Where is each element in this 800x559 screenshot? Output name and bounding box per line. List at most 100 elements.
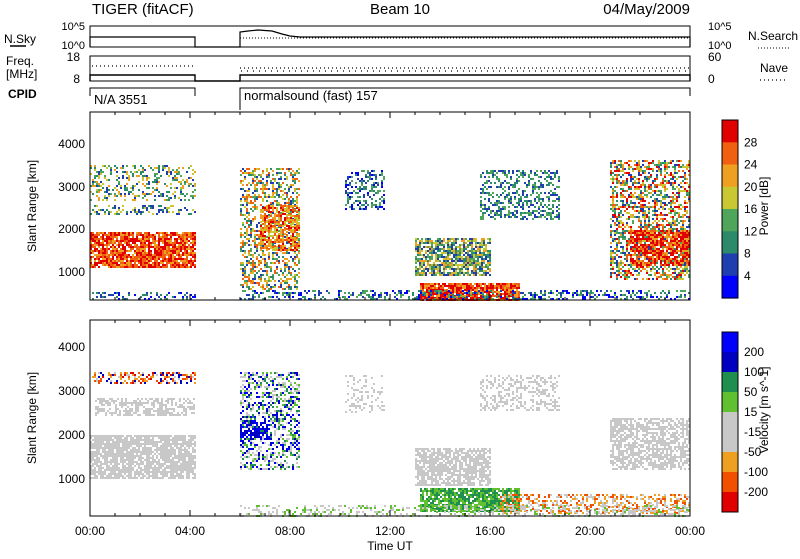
power-cell [292, 223, 294, 225]
power-cell [242, 196, 244, 198]
power-cell [126, 254, 128, 256]
power-cell [188, 236, 190, 238]
power-cell [152, 234, 154, 236]
power-cell [644, 236, 646, 238]
power-cell [284, 202, 286, 204]
power-cell [282, 256, 284, 258]
power-cell [182, 258, 184, 260]
power-cell [186, 242, 188, 244]
power-cell [262, 288, 264, 290]
power-cell [670, 184, 672, 186]
power-cell [638, 172, 640, 174]
power-cell [461, 248, 463, 250]
power-cell [638, 272, 640, 274]
power-cell [142, 264, 144, 266]
power-cell [104, 264, 106, 266]
power-cell [188, 240, 190, 242]
power-cell [94, 238, 96, 240]
power-cell [381, 184, 383, 186]
power-cell [417, 254, 419, 256]
power-cell [437, 240, 439, 242]
power-cell [256, 168, 258, 170]
power-cell [170, 250, 172, 252]
power-cell [634, 206, 636, 208]
power-cell [154, 199, 156, 201]
power-cell [260, 180, 262, 182]
power-cell [106, 262, 108, 264]
power-cell [124, 195, 126, 197]
power-cell [144, 242, 146, 244]
power-cell [140, 262, 142, 264]
power-cell [126, 213, 128, 215]
power-cell [612, 172, 614, 174]
power-cell [188, 266, 190, 268]
power-cell [658, 168, 660, 170]
power-cell [626, 276, 628, 278]
power-cell [510, 289, 512, 291]
power-cell [190, 242, 192, 244]
power-cell [479, 274, 481, 276]
power-cell [624, 180, 626, 182]
power-cell [298, 194, 300, 196]
power-cell [268, 188, 270, 190]
power-cell [140, 266, 142, 268]
power-cell [192, 173, 194, 175]
power-cell [244, 196, 246, 198]
power-cell [558, 204, 560, 206]
power-cell [532, 188, 534, 190]
power-cell [626, 254, 628, 256]
power-cell [634, 192, 636, 194]
power-cell [446, 295, 448, 297]
power-cell [122, 264, 124, 266]
power-cell [180, 264, 182, 266]
power-cell [672, 218, 674, 220]
power-cell [506, 174, 508, 176]
power-cell [168, 240, 170, 242]
power-cell [520, 212, 522, 214]
power-cell [132, 193, 134, 195]
power-cell [345, 208, 347, 210]
power-cell [431, 256, 433, 258]
power-cell [248, 168, 250, 170]
power-cell [172, 266, 174, 268]
power-cell [150, 266, 152, 268]
power-cell [482, 204, 484, 206]
power-cell [110, 169, 112, 171]
power-cell [465, 266, 467, 268]
power-cell [286, 225, 288, 227]
power-cell [481, 266, 483, 268]
power-cell [520, 218, 522, 220]
power-cell [437, 238, 439, 240]
power-cell [188, 248, 190, 250]
power-cell [347, 188, 349, 190]
power-cell [638, 164, 640, 166]
power-cell [459, 264, 461, 266]
power-cell [674, 188, 676, 190]
power-cell [427, 250, 429, 252]
power-cell [124, 238, 126, 240]
power-cell [676, 186, 678, 188]
power-cell [471, 260, 473, 262]
power-cell [248, 174, 250, 176]
power-cell [500, 287, 502, 289]
power-cell [292, 180, 294, 182]
power-cell [492, 196, 494, 198]
power-cell [419, 258, 421, 260]
power-cell [192, 234, 194, 236]
power-cell [540, 216, 542, 218]
power-cell [457, 268, 459, 270]
power-cell [444, 285, 446, 287]
power-cell [496, 212, 498, 214]
power-cell [616, 186, 618, 188]
power-cell [441, 274, 443, 276]
power-cell [94, 258, 96, 260]
power-cell [108, 238, 110, 240]
power-cell [451, 250, 453, 252]
power-cell [622, 174, 624, 176]
power-cell [680, 208, 682, 210]
power-cell [628, 188, 630, 190]
power-cell [286, 249, 288, 251]
power-cell [286, 184, 288, 186]
power-cell [451, 248, 453, 250]
power-cell [100, 185, 102, 187]
